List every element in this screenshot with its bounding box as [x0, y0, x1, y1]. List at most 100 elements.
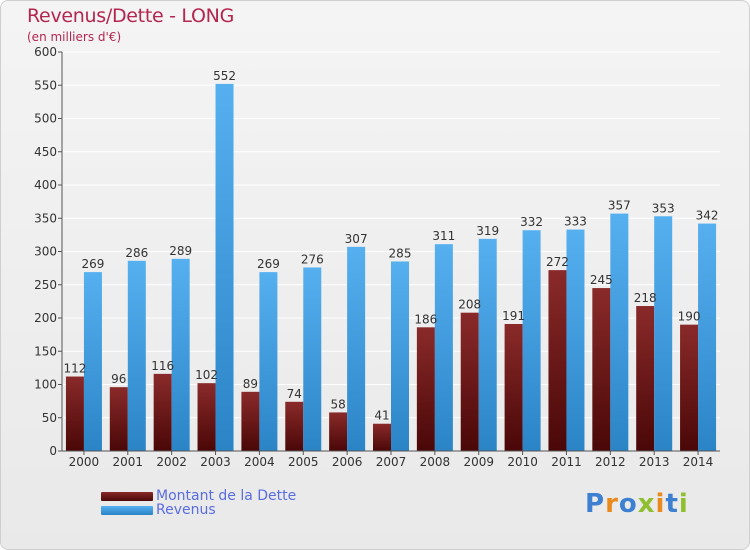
- data-label: 357: [608, 199, 631, 213]
- legend-item-debt: Montant de la Dette: [101, 488, 296, 504]
- x-tick-label: 2013: [639, 455, 670, 469]
- data-label: 276: [301, 252, 324, 266]
- data-label: 269: [81, 257, 104, 271]
- bar-revenus: [303, 267, 322, 451]
- bar-revenus: [127, 260, 146, 451]
- y-tick-label: 150: [34, 344, 57, 358]
- brand-letter: P: [585, 489, 606, 519]
- bar-revenus: [391, 261, 409, 451]
- data-label: 552: [213, 69, 236, 83]
- x-tick-label: 2014: [683, 455, 714, 469]
- bar-debt: [373, 423, 391, 451]
- brand-letter: t: [665, 489, 679, 519]
- bar-debt: [65, 376, 84, 451]
- x-tick-label: 2010: [507, 455, 538, 469]
- bar-revenus: [566, 229, 585, 451]
- data-label: 74: [287, 387, 302, 401]
- data-label: 41: [374, 409, 389, 423]
- x-tick-label: 2001: [113, 455, 144, 469]
- brand-logo: Proxiti: [585, 489, 689, 519]
- data-label: 289: [169, 244, 192, 258]
- legend-label-revenus: Revenus: [156, 502, 216, 518]
- data-label: 186: [414, 312, 437, 326]
- bar-debt: [197, 383, 216, 451]
- bar-debt: [285, 401, 304, 451]
- bar-revenus: [434, 244, 453, 451]
- y-tick-label: 600: [34, 45, 57, 59]
- y-tick-label: 100: [34, 378, 57, 392]
- x-tick-label: 2011: [551, 455, 582, 469]
- bar-debt: [636, 306, 655, 451]
- data-label: 286: [125, 246, 148, 260]
- bar-debt: [241, 391, 260, 451]
- y-tick-label: 300: [34, 245, 57, 259]
- data-label: 58: [330, 397, 345, 411]
- chart-subtitle: (en milliers d'€): [27, 30, 122, 44]
- x-tick-label: 2003: [200, 455, 231, 469]
- bar-debt: [109, 387, 128, 451]
- y-tick-label: 450: [34, 145, 57, 159]
- y-tick-label: 500: [34, 112, 57, 126]
- data-label: 332: [520, 215, 543, 229]
- bar-debt: [329, 412, 348, 451]
- bar-revenus: [698, 223, 717, 451]
- bar-debt: [504, 323, 523, 451]
- bar-debt: [460, 312, 479, 451]
- y-tick-label: 350: [34, 211, 57, 225]
- data-label: 342: [696, 209, 719, 223]
- bar-revenus: [171, 258, 190, 451]
- y-tick-label: 550: [34, 78, 57, 92]
- bar-debt: [153, 373, 172, 451]
- data-label: 272: [546, 255, 569, 269]
- brand-letter: i: [655, 489, 666, 519]
- legend-swatch-debt: [101, 491, 153, 501]
- brand-letter: o: [618, 489, 638, 519]
- x-tick-label: 2009: [463, 455, 494, 469]
- legend-label-debt: Montant de la Dette: [156, 488, 297, 504]
- data-label: 102: [195, 368, 218, 382]
- bar-revenus: [610, 213, 629, 451]
- brand-letter: r: [605, 489, 619, 519]
- data-label: 285: [389, 246, 412, 260]
- data-label: 353: [652, 201, 675, 215]
- brand-letter: x: [637, 489, 656, 519]
- bar-revenus: [259, 272, 278, 451]
- legend-swatch-revenus: [101, 505, 153, 515]
- y-tick-label: 250: [34, 278, 57, 292]
- data-label: 319: [476, 224, 499, 238]
- bar-debt: [592, 288, 611, 451]
- y-tick-label: 0: [49, 444, 57, 458]
- data-label: 208: [458, 298, 481, 312]
- bar-revenus: [654, 216, 673, 451]
- x-tick-label: 2000: [69, 455, 100, 469]
- data-label: 269: [257, 257, 280, 271]
- x-tick-label: 2007: [376, 455, 407, 469]
- x-tick-label: 2004: [244, 455, 275, 469]
- x-tick-label: 2002: [156, 455, 187, 469]
- data-label: 96: [111, 372, 126, 386]
- x-tick-label: 2006: [332, 455, 363, 469]
- data-label: 191: [502, 309, 525, 323]
- x-tick-label: 2005: [288, 455, 319, 469]
- y-tick-label: 400: [34, 178, 57, 192]
- bar-revenus: [215, 83, 234, 452]
- data-label: 311: [432, 229, 455, 243]
- data-label: 245: [590, 273, 613, 287]
- chart-title: Revenus/Dette - LONG: [27, 5, 234, 27]
- bar-debt: [680, 324, 699, 451]
- data-label: 190: [678, 310, 701, 324]
- y-tick-label: 50: [42, 411, 57, 425]
- data-label: 116: [151, 359, 174, 373]
- data-label: 333: [564, 215, 587, 229]
- x-tick-label: 2012: [595, 455, 626, 469]
- bar-revenus: [522, 230, 541, 451]
- data-label: 89: [243, 377, 258, 391]
- bar-revenus: [347, 246, 366, 451]
- bar-revenus: [83, 272, 102, 451]
- data-label: 112: [63, 362, 86, 376]
- y-tick-label: 200: [34, 311, 57, 325]
- x-tick-label: 2008: [420, 455, 451, 469]
- bar-revenus: [478, 238, 497, 451]
